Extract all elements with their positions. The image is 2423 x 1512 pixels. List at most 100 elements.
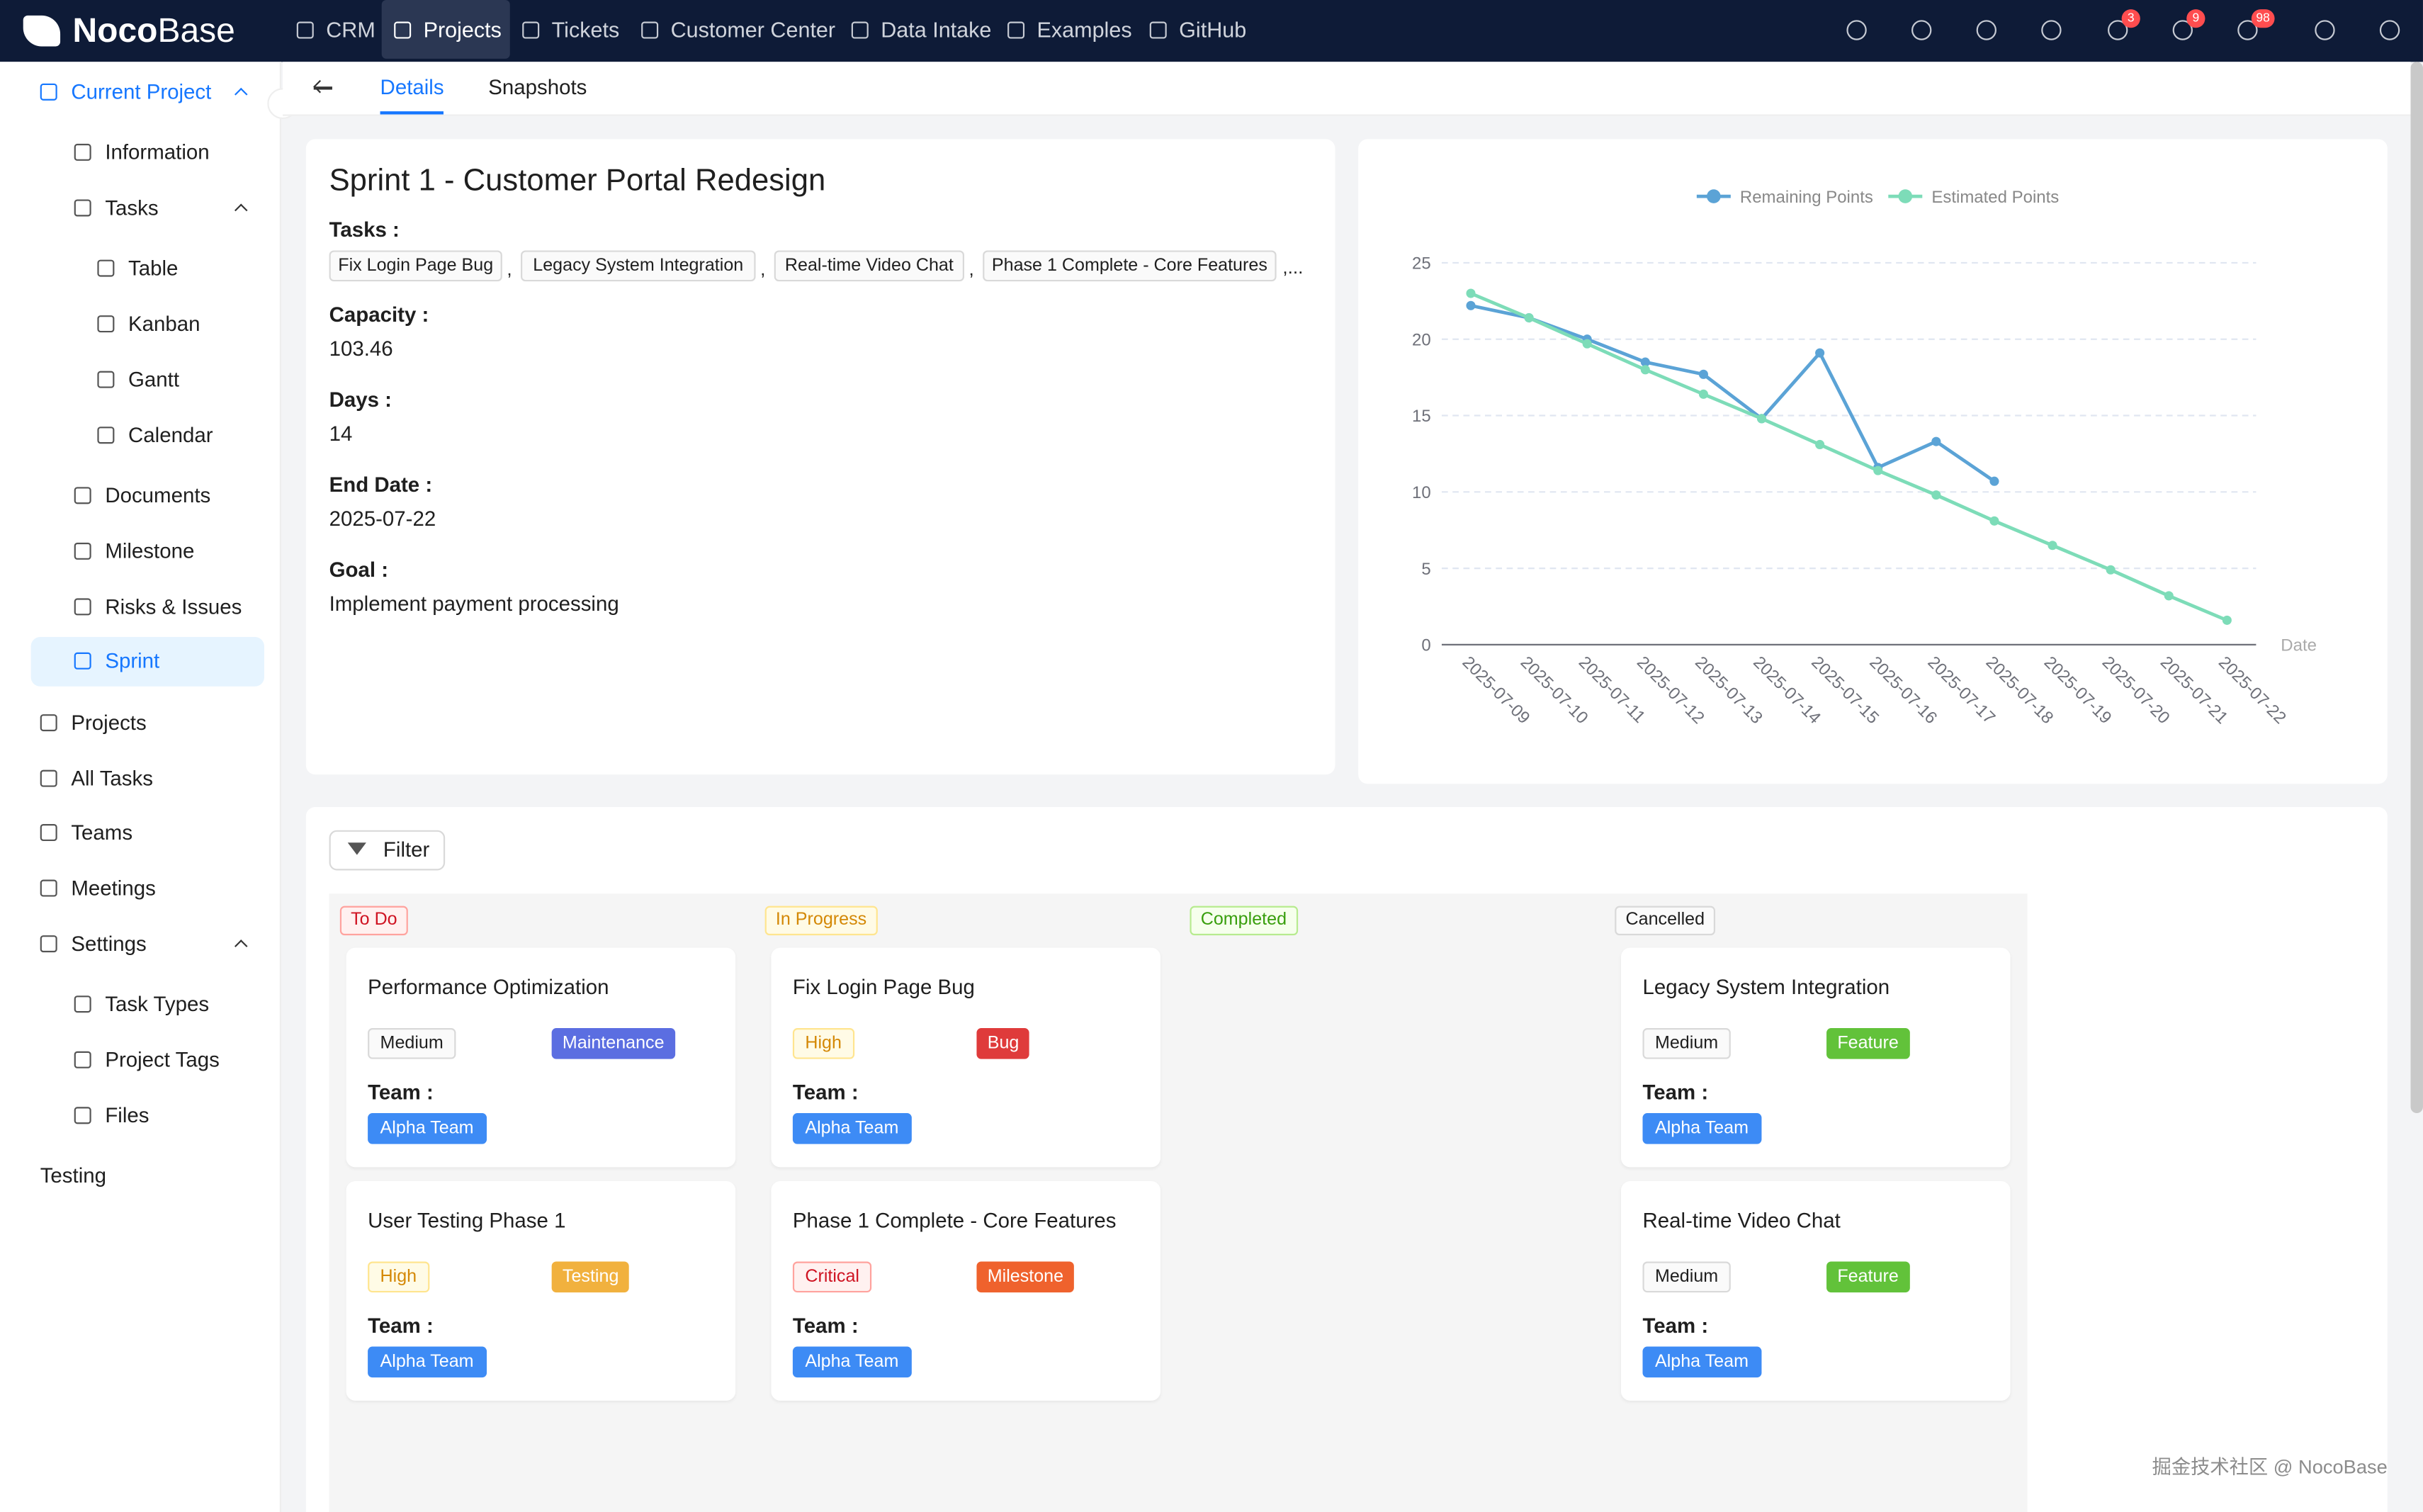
- task-card[interactable]: Fix Login Page Bug High Bug Team : Alpha Tea…: [771, 947, 1161, 1168]
- field-value: 14: [329, 422, 353, 446]
- menu-item[interactable]: Projects: [71, 711, 147, 735]
- legend-dot: [1898, 189, 1913, 203]
- menu-item[interactable]: Testing: [40, 1164, 107, 1187]
- menu-item[interactable]: Information: [105, 140, 210, 164]
- menu-icon: [97, 427, 115, 444]
- menu-item[interactable]: Files: [105, 1103, 149, 1127]
- tab[interactable]: Snapshots: [488, 75, 587, 99]
- type-tag: Testing: [551, 1261, 630, 1293]
- toolbar-icon[interactable]: [1976, 20, 1996, 40]
- menu-item[interactable]: Calendar: [128, 423, 213, 447]
- nav-item[interactable]: CRM: [326, 17, 375, 42]
- series-point: [1989, 516, 1999, 526]
- status-tag: To Do: [339, 905, 408, 936]
- team-label: Team :: [1642, 1081, 1709, 1104]
- series-point: [2222, 615, 2232, 625]
- menu-item[interactable]: Project Tags: [105, 1048, 220, 1072]
- toolbar-icon[interactable]: [2041, 20, 2062, 40]
- menu-icon: [74, 652, 91, 670]
- task-card[interactable]: Performance Optimization Medium Maintenanc…: [346, 947, 736, 1168]
- menu-icon: [97, 259, 115, 277]
- toolbar-icon[interactable]: [2237, 20, 2258, 40]
- menu-icon: [97, 315, 115, 333]
- task-card[interactable]: Phase 1 Complete - Core Features Critical…: [771, 1181, 1161, 1401]
- burndown-chart: 05101520252025-07-092025-07-102025-07-11…: [1412, 188, 2317, 728]
- menu-item[interactable]: Tasks: [105, 196, 159, 220]
- menu-icon: [74, 1107, 91, 1124]
- nav-icon: [296, 21, 314, 39]
- series-point: [1931, 436, 1941, 446]
- filter-button[interactable]: Filter: [329, 830, 446, 871]
- top-nav: NocoBase CRM Projects Tickets Customer Cente…: [0, 0, 2423, 62]
- menu-item[interactable]: Risks & Issues: [105, 595, 242, 619]
- field-label: Days :: [329, 388, 392, 412]
- card-title: User Testing Phase 1: [368, 1209, 566, 1233]
- menu-item[interactable]: Meetings: [71, 876, 156, 900]
- legend-label: Remaining Points: [1740, 188, 1873, 207]
- priority-tag: High: [368, 1261, 429, 1293]
- back-arrow[interactable]: [313, 86, 332, 89]
- menu-icon: [74, 487, 91, 504]
- toolbar-icon[interactable]: [2315, 20, 2335, 40]
- status-tag: Cancelled: [1615, 905, 1716, 936]
- nav-active-bg: [381, 0, 510, 59]
- tag-separator: ,: [507, 258, 512, 280]
- menu-item[interactable]: Kanban: [128, 312, 200, 336]
- menu-item[interactable]: Gantt: [128, 368, 180, 392]
- toolbar-icon[interactable]: [1846, 20, 1867, 40]
- nav-item[interactable]: Examples: [1037, 17, 1132, 42]
- series-point: [2164, 591, 2174, 601]
- menu-item[interactable]: Task Types: [105, 992, 210, 1016]
- back-arrow-head: [313, 79, 327, 94]
- field-label: Capacity :: [329, 303, 429, 327]
- menu-item[interactable]: Settings: [71, 932, 147, 956]
- toolbar-icon[interactable]: [2108, 20, 2128, 40]
- menu-item[interactable]: Documents: [105, 483, 211, 507]
- task-tag[interactable]: Phase 1 Complete - Core Features: [983, 250, 1277, 282]
- card-title: Real-time Video Chat: [1642, 1209, 1841, 1233]
- toolbar-icon[interactable]: [2379, 20, 2400, 40]
- menu-icon: [74, 143, 91, 161]
- nav-item[interactable]: Data Intake: [881, 17, 992, 42]
- series-point: [1466, 288, 1476, 298]
- menu-item[interactable]: Current Project: [71, 80, 212, 104]
- series-point: [1931, 490, 1941, 500]
- nav-item[interactable]: Projects: [423, 17, 502, 42]
- task-card[interactable]: Legacy System Integration Medium Feature Te…: [1620, 947, 2011, 1168]
- type-tag: Feature: [1826, 1028, 1910, 1059]
- task-tag[interactable]: Real-time Video Chat: [774, 250, 965, 282]
- menu-item[interactable]: Sprint: [105, 649, 160, 673]
- legend-dot: [1707, 189, 1721, 203]
- chevron: [234, 87, 248, 101]
- menu-icon: [74, 542, 91, 560]
- menu-item[interactable]: Teams: [71, 820, 133, 845]
- tab[interactable]: Details: [380, 75, 444, 99]
- nav-item[interactable]: Tickets: [551, 17, 620, 42]
- task-card[interactable]: User Testing Phase 1 High Testing Team : Alp…: [346, 1181, 736, 1401]
- nav-item[interactable]: Customer Center: [670, 17, 836, 42]
- status-tag: Completed: [1190, 905, 1298, 936]
- menu-icon: [40, 83, 57, 101]
- task-tag[interactable]: Legacy System Integration: [521, 250, 756, 282]
- field-label: End Date :: [329, 473, 433, 497]
- menu-selected-bg: [30, 636, 264, 687]
- toolbar-icon[interactable]: [1911, 20, 1932, 40]
- nav-item[interactable]: GitHub: [1179, 17, 1247, 42]
- menu-item[interactable]: Table: [128, 256, 179, 280]
- menu-item[interactable]: All Tasks: [71, 767, 153, 791]
- menu-icon: [40, 935, 57, 953]
- task-card[interactable]: Real-time Video Chat Medium Feature Team : A…: [1620, 1181, 2011, 1401]
- menu-icon: [40, 714, 57, 732]
- badge: 9: [2186, 9, 2205, 28]
- toolbar-icon[interactable]: [2172, 20, 2193, 40]
- priority-tag: High: [792, 1028, 854, 1059]
- nav-icon: [522, 21, 540, 39]
- field-value: 103.46: [329, 337, 393, 361]
- menu-icon: [74, 995, 91, 1013]
- chevron: [234, 940, 248, 953]
- tag-separator: ,: [760, 258, 766, 280]
- team-tag: Alpha Team: [792, 1346, 911, 1378]
- task-tag[interactable]: Fix Login Page Bug: [329, 250, 502, 282]
- menu-item[interactable]: Milestone: [105, 539, 195, 563]
